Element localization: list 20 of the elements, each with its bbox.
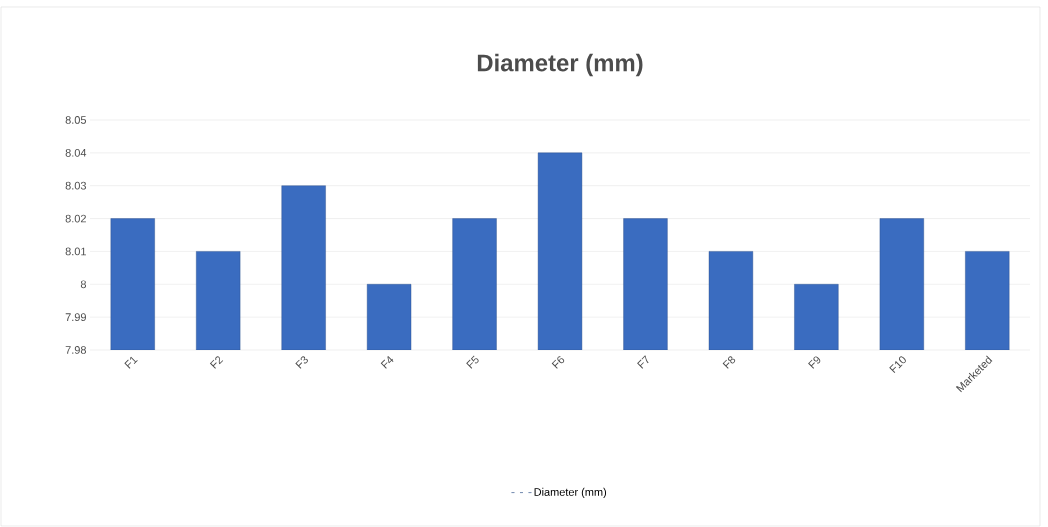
y-tick-label: 8.03 bbox=[65, 181, 86, 190]
y-tick-label: 8.01 bbox=[65, 247, 86, 256]
x-tick-label: F2 bbox=[209, 356, 224, 369]
y-tick-label: 7.98 bbox=[65, 346, 86, 354]
legend-label: Diameter (mm) bbox=[534, 487, 607, 499]
x-tick-label: F6 bbox=[551, 356, 565, 369]
x-tick-label: F9 bbox=[808, 356, 821, 369]
y-tick-label: 8.05 bbox=[65, 116, 87, 124]
y-tick-label: 8 bbox=[80, 280, 86, 289]
x-tick-label: F7 bbox=[637, 355, 649, 369]
y-tick-label: 8.04 bbox=[65, 148, 87, 157]
x-tick-label: F8 bbox=[722, 356, 736, 369]
x-tick-label: F3 bbox=[295, 356, 308, 369]
y-tick-label: 8.02 bbox=[65, 214, 86, 223]
x-tick-label: F4 bbox=[380, 355, 394, 369]
chart-title: Diameter (mm) bbox=[477, 53, 643, 77]
x-tick-label: F10 bbox=[889, 356, 906, 374]
x-tick-label: F1 bbox=[124, 356, 138, 369]
x-tick-label: F5 bbox=[466, 355, 479, 369]
y-tick-label: 7.99 bbox=[65, 313, 86, 322]
